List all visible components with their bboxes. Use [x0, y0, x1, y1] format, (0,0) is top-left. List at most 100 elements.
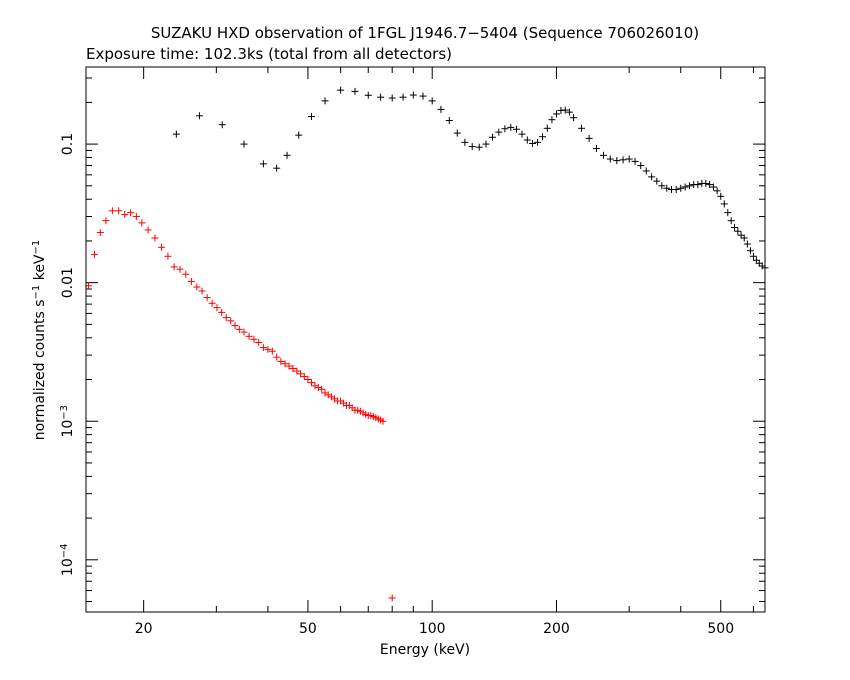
data-point	[495, 128, 503, 136]
data-point	[307, 113, 315, 121]
data-point	[445, 116, 453, 124]
data-point	[648, 173, 656, 181]
data-point	[164, 252, 172, 260]
data-point	[694, 181, 702, 189]
data-point	[240, 328, 248, 336]
data-point	[102, 217, 110, 225]
data-point	[749, 252, 757, 260]
y-tick-label: 0.1	[60, 133, 76, 155]
data-point	[565, 108, 573, 116]
data-point	[720, 200, 728, 208]
data-point	[300, 373, 308, 381]
data-point	[277, 357, 285, 365]
data-point	[379, 417, 387, 425]
data-point	[121, 211, 129, 219]
data-point	[685, 182, 693, 190]
data-point	[127, 209, 135, 217]
data-point	[428, 97, 436, 105]
data-point	[461, 138, 469, 146]
data-point	[198, 287, 206, 295]
data-point	[578, 124, 586, 132]
data-point	[203, 294, 211, 302]
x-tick-label: 100	[419, 621, 446, 637]
data-point	[259, 344, 267, 352]
data-point	[250, 335, 258, 343]
data-point	[523, 136, 531, 144]
data-point	[182, 270, 190, 278]
data-point	[151, 234, 159, 242]
data-point	[734, 227, 742, 235]
data-point	[600, 151, 608, 159]
data-point	[538, 133, 546, 141]
data-point	[482, 140, 490, 148]
data-point	[176, 265, 184, 273]
data-point	[388, 94, 396, 102]
data-point	[706, 181, 714, 189]
data-point	[193, 283, 201, 291]
data-point	[293, 367, 301, 375]
data-point	[314, 384, 322, 392]
data-point	[227, 317, 235, 325]
data-point	[364, 91, 372, 99]
data-point	[761, 264, 769, 272]
data-point	[259, 160, 267, 168]
data-point	[187, 277, 195, 285]
data-point	[702, 179, 710, 187]
data-point	[681, 183, 689, 191]
data-point	[388, 594, 396, 602]
data-point	[297, 370, 305, 378]
chart-subtitle: Exposure time: 102.3ks (total from all d…	[86, 45, 452, 63]
data-point	[222, 314, 230, 322]
x-axis-label: Energy (keV)	[380, 642, 470, 658]
plot-frame	[85, 66, 766, 613]
y-tick-label: 10−4	[59, 544, 77, 577]
data-point	[642, 167, 650, 175]
data-point	[115, 207, 123, 215]
data-point	[475, 143, 483, 151]
y-axis: 0.1 0.01 10−3 10−4	[59, 77, 765, 603]
data-point	[501, 125, 509, 133]
data-point	[289, 365, 297, 373]
data-point	[304, 376, 312, 384]
data-point	[543, 124, 551, 132]
data-point	[283, 151, 291, 159]
data-point	[727, 217, 735, 225]
data-point	[606, 155, 614, 163]
data-point	[208, 299, 216, 307]
data-point	[255, 338, 263, 346]
data-point	[337, 86, 345, 94]
data-point	[218, 308, 226, 316]
data-point	[552, 110, 560, 118]
y-axis-label-main: normalized counts s	[32, 299, 48, 440]
data-point	[529, 139, 537, 147]
x-tick-label: 200	[543, 621, 570, 637]
data-point	[724, 209, 732, 217]
data-point	[743, 240, 751, 248]
data-point	[318, 385, 326, 393]
data-point	[512, 125, 520, 133]
data-point	[321, 97, 329, 105]
data-point	[731, 224, 739, 232]
data-point	[321, 389, 329, 397]
data-point	[218, 121, 226, 129]
data-point	[399, 93, 407, 101]
data-point	[752, 256, 760, 264]
data-point	[158, 243, 166, 251]
data-point	[172, 130, 180, 138]
x-tick-label: 20	[135, 621, 153, 637]
y-axis-label-sup2: −1	[31, 240, 42, 255]
data-point	[663, 184, 671, 192]
data-point	[409, 91, 417, 99]
data-point	[170, 263, 178, 271]
x-axis: 20 50 100 200 500	[135, 67, 754, 637]
data-point	[561, 106, 569, 114]
data-point	[285, 362, 293, 370]
y-tick-label: 0.01	[60, 267, 76, 298]
data-point	[585, 134, 593, 142]
data-point	[273, 164, 281, 172]
data-point	[273, 353, 281, 361]
data-point	[672, 186, 680, 194]
data-point	[534, 138, 542, 146]
data-point	[592, 144, 600, 152]
y-axis-label: normalized counts s−1 keV−1	[31, 240, 49, 441]
